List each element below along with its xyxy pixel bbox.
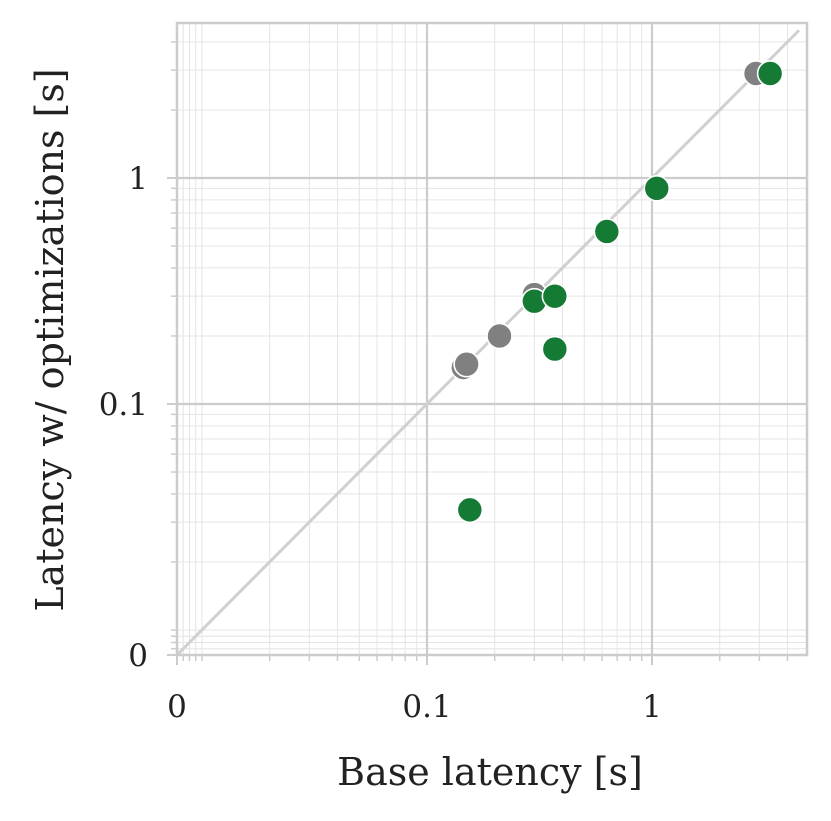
data-point-series-1 — [456, 496, 484, 524]
identity-reference-line — [175, 29, 801, 657]
major-gridlines — [177, 23, 807, 655]
y-tick-label: 0 — [128, 638, 148, 674]
x-tick-labels: 0 0.1 1 — [167, 689, 662, 725]
data-points — [450, 60, 784, 524]
data-point-series-0 — [453, 350, 480, 378]
y-axis-label: Latency w/ optimizations [s] — [28, 68, 72, 611]
y-tick-label: 0.1 — [99, 387, 148, 423]
plot-frame — [175, 21, 809, 657]
data-point-series-1 — [541, 335, 569, 363]
data-point-series-1 — [593, 218, 621, 245]
minor-gridlines — [177, 23, 807, 655]
data-point-series-0 — [486, 322, 513, 350]
data-point-series-1 — [643, 175, 671, 202]
y-tick-label: 1 — [128, 161, 148, 197]
tick-marks — [167, 41, 789, 665]
x-tick-label: 1 — [642, 689, 662, 725]
data-point-series-1 — [541, 282, 569, 310]
x-tick-label: 0.1 — [402, 689, 451, 725]
x-tick-label: 0 — [167, 689, 187, 725]
y-tick-labels: 00.11 — [99, 161, 148, 674]
data-point-series-1 — [756, 60, 784, 87]
x-axis-label: Base latency [s] — [337, 750, 643, 794]
